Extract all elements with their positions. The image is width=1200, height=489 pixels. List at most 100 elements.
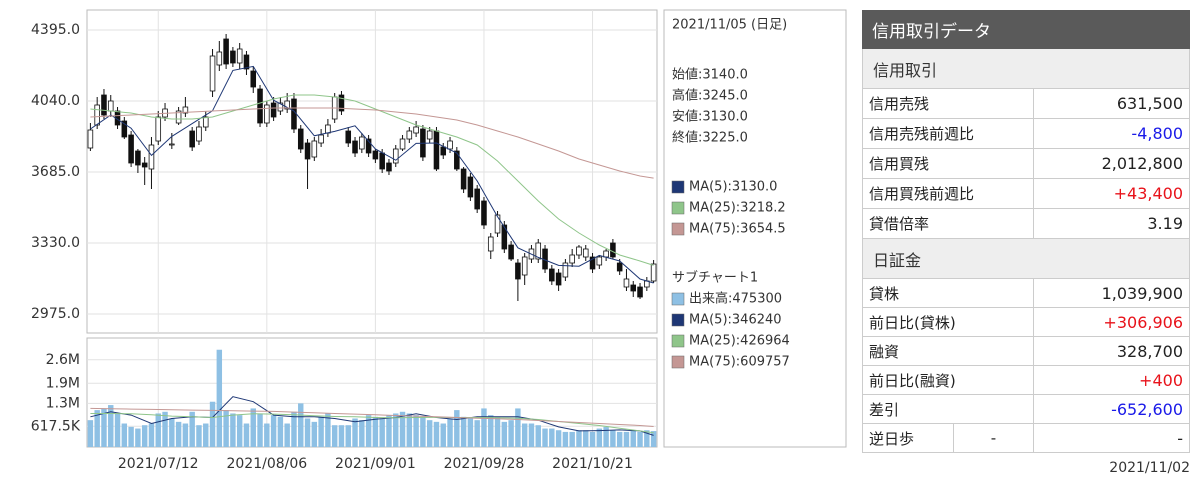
volume-bar: [521, 423, 528, 447]
ma-line: [90, 107, 654, 179]
y-tick-label: 1.9M: [46, 375, 80, 391]
candle-body: [277, 102, 284, 112]
volume-bar: [542, 428, 548, 447]
legend-label: MA(25):3218.2: [689, 201, 786, 216]
candle-body: [386, 162, 392, 172]
table-row: 信用買残前週比 +43,400: [862, 179, 1190, 209]
volume-bar: [372, 416, 379, 447]
row-value: 631,500: [1116, 94, 1183, 113]
legend-swatch: [671, 313, 685, 327]
row-label: 貸株: [863, 279, 1034, 307]
ma-line: [90, 407, 654, 427]
candle-body: [216, 51, 223, 66]
candle-body: [94, 104, 100, 126]
candle-body: [141, 162, 148, 168]
volume-bar: [359, 420, 365, 447]
volume-bar: [230, 413, 236, 447]
candle-body: [582, 248, 589, 258]
candle-body: [494, 214, 501, 234]
row-label: 信用売残前週比: [863, 119, 1034, 148]
x-tick-label: 2021/09/01: [335, 456, 416, 472]
candle-body: [616, 262, 623, 272]
candle-body: [230, 50, 236, 64]
row-label: 融資: [863, 337, 1034, 365]
candle-body: [630, 284, 637, 292]
candle-body: [311, 140, 318, 158]
chart-area: 2021/11/05 (日足) 始値:3140.0 高値:3245.0 安値:3…: [31, 9, 847, 472]
candle-body: [87, 129, 94, 149]
volume-bar: [535, 425, 541, 447]
candle-body: [338, 94, 345, 112]
volume-bar: [623, 431, 630, 447]
volume-bar: [488, 415, 494, 447]
candle-body: [569, 254, 575, 264]
x-tick-label: 2021/08/06: [226, 456, 307, 472]
table-row: 前日比(貸株) +306,906: [862, 308, 1190, 337]
volume-bar: [630, 430, 636, 447]
candle-body: [304, 142, 311, 160]
info-date: 2021/11/05 (日足): [672, 18, 787, 33]
legend-label: MA(75):3654.5: [689, 222, 786, 237]
candle-body: [474, 188, 480, 210]
volume-bar: [494, 416, 501, 447]
volume-bar: [528, 423, 535, 447]
volume-bar: [413, 415, 419, 447]
candle-body: [535, 242, 542, 260]
candle-body: [610, 242, 616, 258]
volume-bar: [121, 423, 128, 447]
candle-body: [603, 250, 609, 258]
legend-swatch: [671, 201, 685, 215]
volume-bar: [386, 415, 392, 447]
volume-bar: [101, 408, 107, 447]
candle-body: [223, 38, 229, 65]
section-title: 信用取引: [862, 49, 1190, 89]
candle-body: [515, 262, 521, 280]
info-close: 終値:3225.0: [672, 130, 748, 146]
legend-swatch: [671, 292, 685, 306]
volume-bar: [304, 418, 311, 447]
volume-bar: [216, 349, 223, 447]
y-tick-label: 4395.0: [31, 22, 80, 38]
row-label: 貸借倍率: [863, 209, 1034, 238]
volume-bar: [352, 418, 358, 447]
candle-body: [555, 272, 562, 286]
info-panel: [663, 9, 847, 448]
volume-bar: [589, 431, 596, 447]
row-value: 328,700: [1116, 341, 1183, 361]
candle-body: [196, 126, 202, 142]
candle-body: [318, 134, 324, 144]
candle-body: [175, 110, 182, 124]
volume-bar: [515, 408, 521, 447]
row-value: -4,800: [1131, 124, 1183, 143]
row-value: +400: [1139, 370, 1183, 390]
volume-bar: [454, 410, 460, 447]
candle-body: [487, 236, 494, 252]
y-tick-label: 2.6M: [46, 352, 80, 368]
candle-body: [182, 106, 189, 114]
table-row: 信用売残前週比 -4,800: [862, 119, 1190, 149]
candle-body: [169, 143, 175, 146]
table-row: 前日比(融資) +400: [862, 366, 1190, 395]
table-row: 逆日歩 - -: [862, 424, 1190, 453]
volume-bar: [277, 416, 284, 447]
candle-body: [596, 256, 603, 266]
row-value: +43,400: [1113, 184, 1183, 203]
volume-bar: [549, 428, 555, 447]
candle-body: [426, 130, 433, 140]
legend-label: MA(75):609757: [689, 355, 790, 370]
x-tick-label: 2021/07/12: [118, 456, 199, 472]
row-value: -: [1177, 428, 1183, 448]
ma-line: [90, 94, 654, 266]
volume-bar: [94, 410, 100, 447]
candle-body: [508, 244, 514, 260]
volume-bar: [284, 423, 290, 447]
volume-bar: [508, 420, 514, 447]
candle-body: [467, 176, 474, 198]
candle-body: [440, 146, 447, 156]
candle-body: [447, 140, 453, 150]
margin-table: 信用取引データ 信用取引 信用売残 631,500 信用売残前週比 -4,800 信用買残 2…: [862, 10, 1190, 453]
candle-body: [454, 150, 460, 170]
volume-bar: [311, 421, 318, 447]
volume-bar: [569, 431, 575, 447]
info-subchart: サブチャート1: [672, 270, 758, 286]
